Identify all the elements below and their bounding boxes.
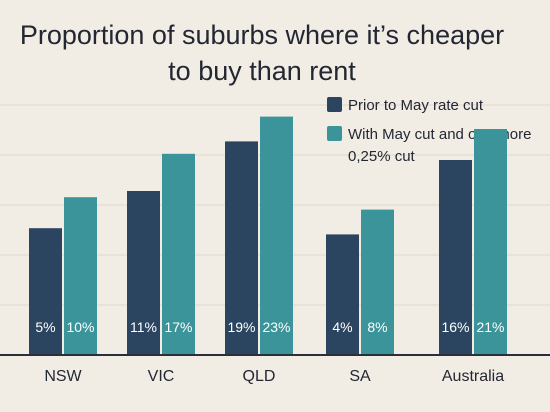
bar-qld-series-2 — [260, 116, 293, 355]
bar-label-sa-series-1: 4% — [332, 319, 352, 335]
bar-label-nsw-series-2: 10% — [66, 319, 94, 335]
category-label-vic: VIC — [148, 368, 175, 385]
bar-label-qld-series-1: 19% — [227, 319, 255, 335]
bar-label-qld-series-2: 23% — [262, 319, 290, 335]
bars — [29, 116, 507, 355]
bar-australia-series-2 — [474, 129, 507, 355]
bar-vic-series-1 — [127, 191, 160, 355]
bar-nsw-series-1 — [29, 228, 62, 355]
chart-title-line-2: to buy than rent — [168, 56, 356, 86]
bar-australia-series-1 — [439, 160, 472, 355]
bar-label-vic-series-2: 17% — [164, 319, 192, 335]
legend-label-with-cut-line-2: 0,25% cut — [348, 148, 416, 165]
bar-vic-series-2 — [162, 153, 195, 355]
legend-swatch-with-cut — [327, 126, 342, 141]
legend-swatch-prior — [327, 97, 342, 112]
bar-label-nsw-series-1: 5% — [35, 319, 55, 335]
bar-label-sa-series-2: 8% — [367, 319, 387, 335]
bar-sa-series-2 — [361, 209, 394, 355]
category-label-nsw: NSW — [44, 368, 82, 385]
bar-label-australia-series-1: 16% — [441, 319, 469, 335]
bar-label-australia-series-2: 21% — [476, 319, 504, 335]
legend-label-prior: Prior to May rate cut — [348, 97, 484, 114]
bar-qld-series-1 — [225, 141, 258, 355]
category-label-sa: SA — [349, 368, 371, 385]
bar-sa-series-1 — [326, 234, 359, 355]
category-label-qld: QLD — [243, 368, 276, 385]
category-label-australia: Australia — [442, 368, 504, 385]
bar-nsw-series-2 — [64, 197, 97, 355]
bar-labels: 5% 10% 11% 17% 19% 23% 4% 8% 16% 21% — [35, 319, 504, 335]
category-labels: NSW VIC QLD SA Australia — [44, 368, 504, 385]
chart-title-line-1: Proportion of suburbs where it’s cheaper — [20, 20, 504, 50]
bar-label-vic-series-1: 11% — [130, 319, 157, 335]
